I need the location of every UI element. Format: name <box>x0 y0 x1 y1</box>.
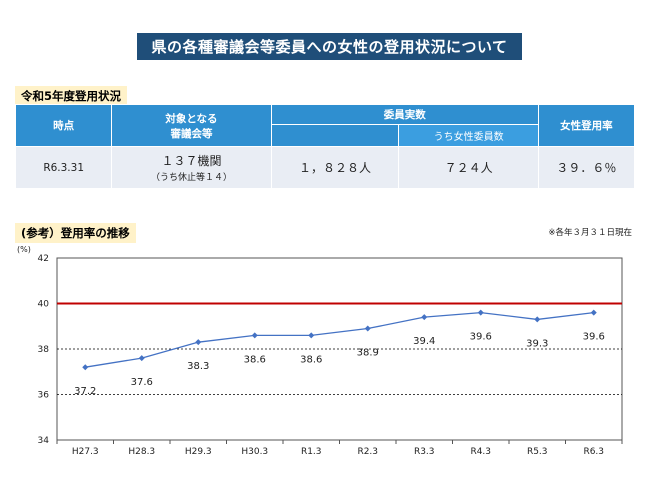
y-tick-label: 34 <box>38 436 50 446</box>
header-target: 対象となる 審議会等 <box>111 104 272 147</box>
cell-target: １３７機関 （うち休止等１４） <box>111 146 272 189</box>
cell-members: １，８２８人 <box>270 146 400 189</box>
data-point <box>138 355 145 362</box>
y-tick-label: 36 <box>38 391 50 401</box>
data-point <box>534 316 541 323</box>
cell-target-sub: （うち休止等１４） <box>150 173 232 183</box>
data-label: 39.3 <box>526 338 548 349</box>
data-point <box>251 332 258 339</box>
data-label: 38.6 <box>244 354 266 365</box>
header-target-line2: 審議会等 <box>170 127 213 140</box>
chart-section-label: (参考）登用率の推移 <box>15 223 136 243</box>
status-table: 時点 対象となる 審議会等 委員実数 女性登用率 うち女性委員数 R6.3.31… <box>14 104 636 189</box>
x-tick-label: H29.3 <box>185 447 212 457</box>
data-point <box>82 364 89 371</box>
page-title: 県の各種審議会等委員への女性の登用状況について <box>137 33 522 60</box>
data-label: 39.6 <box>470 332 492 343</box>
cell-target-main: １３７機関 <box>161 154 222 168</box>
data-point <box>195 339 202 346</box>
data-point <box>308 332 315 339</box>
data-label: 39.4 <box>413 336 435 347</box>
y-tick-label: 40 <box>38 300 50 310</box>
header-members: 委員実数 <box>270 104 539 125</box>
header-time: 時点 <box>14 104 113 147</box>
data-label: 37.6 <box>131 377 153 388</box>
x-tick-label: H30.3 <box>241 447 268 457</box>
x-tick-label: R2.3 <box>357 447 378 457</box>
x-tick-label: R5.3 <box>527 447 548 457</box>
plot-area <box>56 257 623 441</box>
cell-time: R6.3.31 <box>14 146 113 189</box>
header-women-members: うち女性委員数 <box>398 124 539 147</box>
header-members-blank <box>270 124 400 147</box>
data-point <box>421 314 428 321</box>
header-target-line1: 対象となる <box>165 112 218 125</box>
table-section-label: 令和5年度登用状況 <box>15 86 128 106</box>
x-tick-label: H28.3 <box>128 447 155 457</box>
data-point <box>477 309 484 316</box>
x-tick-label: R3.3 <box>414 447 435 457</box>
chart-note: ※各年３月３１日現在 <box>548 228 632 238</box>
cell-women: ７２４人 <box>398 146 539 189</box>
x-tick-label: R6.3 <box>583 447 604 457</box>
data-point <box>590 309 597 316</box>
y-tick-label: 38 <box>38 345 50 355</box>
data-label: 38.6 <box>300 354 322 365</box>
data-label: 38.9 <box>357 348 379 359</box>
data-label: 39.6 <box>583 332 605 343</box>
series-line <box>85 311 594 368</box>
x-tick-label: R1.3 <box>301 447 322 457</box>
cell-rate: ３９．６％ <box>537 146 636 189</box>
data-label: 37.2 <box>74 386 96 397</box>
data-point <box>364 325 371 332</box>
data-label: 38.3 <box>187 361 209 372</box>
x-tick-label: H27.3 <box>72 447 99 457</box>
header-rate: 女性登用率 <box>537 104 636 147</box>
y-axis-label: (%) <box>17 245 31 254</box>
y-tick-label: 42 <box>38 254 49 264</box>
x-tick-label: R4.3 <box>470 447 491 457</box>
